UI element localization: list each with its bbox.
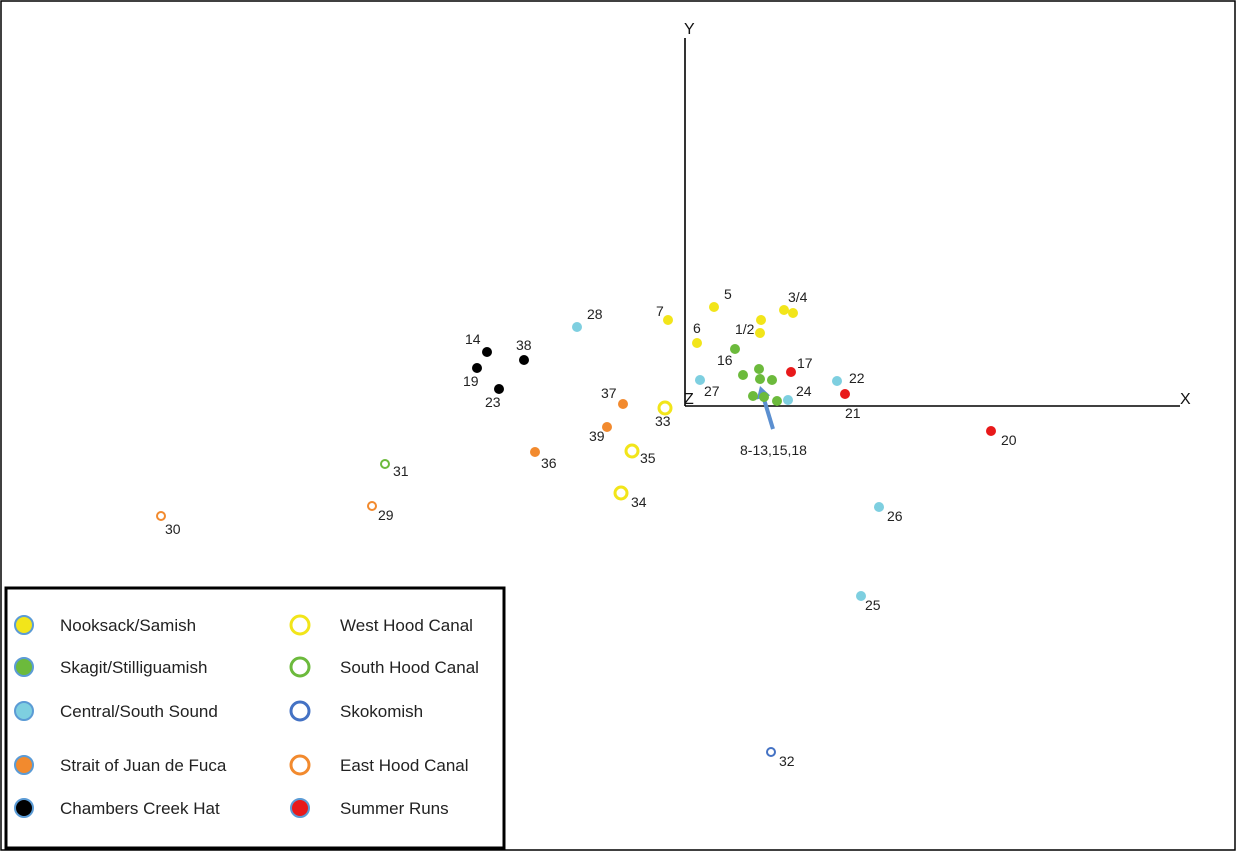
z-axis-label: Z bbox=[684, 391, 694, 408]
point-label-21: 21 bbox=[845, 405, 861, 421]
legend-label-chambers-creek-hat: Chambers Creek Hat bbox=[60, 799, 220, 818]
point-20 bbox=[986, 426, 996, 436]
point-label-28: 28 bbox=[587, 306, 603, 322]
point-unlabeled-4 bbox=[755, 328, 765, 338]
point-16 bbox=[730, 344, 740, 354]
points-layer bbox=[156, 302, 996, 757]
point-5 bbox=[709, 302, 719, 312]
point-unlabeled-9 bbox=[738, 370, 748, 380]
point-35 bbox=[624, 443, 640, 459]
point-label-34: 34 bbox=[631, 494, 647, 510]
point-6 bbox=[692, 338, 702, 348]
point-label-5: 5 bbox=[724, 286, 732, 302]
legend-marker-nooksack-samish bbox=[14, 615, 34, 635]
legend-marker-skokomish bbox=[289, 700, 311, 722]
point-19 bbox=[472, 363, 482, 373]
point-31 bbox=[380, 459, 390, 469]
legend-marker-chambers-creek-hat bbox=[14, 798, 34, 818]
point-label-17: 17 bbox=[797, 355, 813, 371]
point-23 bbox=[494, 384, 504, 394]
legend-label-central-south-sound: Central/South Sound bbox=[60, 702, 218, 721]
point-label-32: 32 bbox=[779, 753, 795, 769]
legend-items: Nooksack/Samish Skagit/Stilliguamish Centr… bbox=[14, 614, 479, 818]
legend-label-skagit-stilliguamish: Skagit/Stilliguamish bbox=[60, 658, 207, 677]
point-21 bbox=[840, 389, 850, 399]
legend-marker-skagit-stilliguamish bbox=[14, 657, 34, 677]
point-30 bbox=[156, 511, 166, 521]
point-label-33: 33 bbox=[655, 413, 671, 429]
point-32 bbox=[766, 747, 776, 757]
point-38 bbox=[519, 355, 529, 365]
point-label-29: 29 bbox=[378, 507, 394, 523]
legend-label-east-hood-canal: East Hood Canal bbox=[340, 756, 469, 775]
point-label-3-4: 3/4 bbox=[788, 289, 808, 305]
point-label-31: 31 bbox=[393, 463, 409, 479]
point-labels-layer: 5 3/4 1/2 7 6 16 28 27 22 24 26 25 37 39 36 14 38 19 23 33 3… bbox=[165, 286, 1017, 769]
point-24 bbox=[783, 395, 793, 405]
point-22 bbox=[832, 376, 842, 386]
legend-label-summer-runs: Summer Runs bbox=[340, 799, 449, 818]
legend-marker-strait-of-juan-de-fuca bbox=[14, 755, 34, 775]
point-26 bbox=[874, 502, 884, 512]
legend-label-strait-of-juan-de-fuca: Strait of Juan de Fuca bbox=[60, 756, 227, 775]
point-33 bbox=[657, 400, 673, 416]
point-label-14: 14 bbox=[465, 331, 481, 347]
point-label-26: 26 bbox=[887, 508, 903, 524]
legend-box bbox=[4, 586, 506, 850]
point-unlabeled-12 bbox=[748, 391, 758, 401]
point-37 bbox=[618, 399, 628, 409]
point-unlabeled-2 bbox=[788, 308, 798, 318]
point-28 bbox=[572, 322, 582, 332]
point-label-36: 36 bbox=[541, 455, 557, 471]
point-25 bbox=[856, 591, 866, 601]
point-label-16: 16 bbox=[717, 352, 733, 368]
point-unlabeled-14 bbox=[772, 396, 782, 406]
legend-label-skokomish: Skokomish bbox=[340, 702, 423, 721]
point-label-27: 27 bbox=[704, 383, 720, 399]
point-unlabeled-11 bbox=[767, 375, 777, 385]
point-1-2 bbox=[756, 315, 766, 325]
point-39 bbox=[602, 422, 612, 432]
point-17 bbox=[786, 367, 796, 377]
point-label-39: 39 bbox=[589, 428, 605, 444]
point-36 bbox=[530, 447, 540, 457]
point-label-35: 35 bbox=[640, 450, 656, 466]
point-29 bbox=[367, 501, 377, 511]
point-27 bbox=[695, 375, 705, 385]
point-unlabeled-10 bbox=[755, 374, 765, 384]
legend-label-nooksack-samish: Nooksack/Samish bbox=[60, 616, 196, 635]
y-axis-label: Y bbox=[684, 21, 695, 38]
arrow-shaft bbox=[761, 396, 775, 430]
point-label-7: 7 bbox=[656, 303, 664, 319]
point-unlabeled-13 bbox=[759, 392, 769, 402]
point-label-1-2: 1/2 bbox=[735, 321, 755, 337]
legend-marker-summer-runs bbox=[290, 798, 310, 818]
point-label-25: 25 bbox=[865, 597, 881, 613]
legend-marker-east-hood-canal bbox=[289, 754, 311, 776]
point-label-30: 30 bbox=[165, 521, 181, 537]
legend-marker-south-hood-canal bbox=[289, 656, 311, 678]
point-label-37: 37 bbox=[601, 385, 617, 401]
point-label-6: 6 bbox=[693, 320, 701, 336]
point-label-38: 38 bbox=[516, 337, 532, 353]
legend-label-west-hood-canal: West Hood Canal bbox=[340, 616, 473, 635]
point-label-20: 20 bbox=[1001, 432, 1017, 448]
legend-marker-west-hood-canal bbox=[289, 614, 311, 636]
arrow-label: 8-13,15,18 bbox=[740, 442, 807, 458]
point-label-19: 19 bbox=[463, 373, 479, 389]
point-34 bbox=[613, 485, 629, 501]
point-14 bbox=[482, 347, 492, 357]
point-3-4 bbox=[779, 305, 789, 315]
legend-label-south-hood-canal: South Hood Canal bbox=[340, 658, 479, 677]
legend: Nooksack/Samish Skagit/Stilliguamish Centr… bbox=[4, 586, 506, 850]
point-label-24: 24 bbox=[796, 383, 812, 399]
point-label-23: 23 bbox=[485, 394, 501, 410]
point-unlabeled-8 bbox=[754, 364, 764, 374]
x-axis-label: X bbox=[1180, 391, 1191, 408]
legend-marker-central-south-sound bbox=[14, 701, 34, 721]
point-7 bbox=[663, 315, 673, 325]
point-label-22: 22 bbox=[849, 370, 865, 386]
